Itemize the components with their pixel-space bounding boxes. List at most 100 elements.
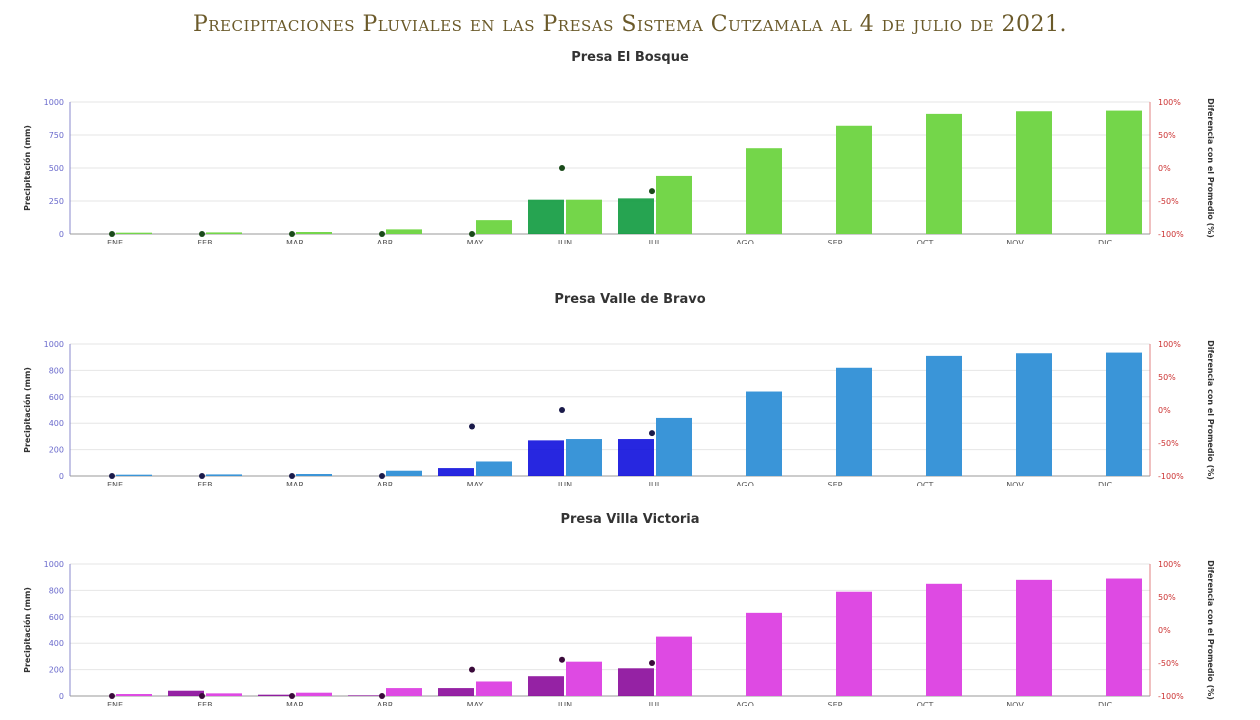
y2-tick-label: 50% xyxy=(1158,593,1176,602)
bar-average xyxy=(836,125,872,234)
bar-current xyxy=(438,468,474,476)
x-tick-label: OCT xyxy=(917,239,934,244)
diff-marker xyxy=(649,188,655,195)
bar-current xyxy=(438,688,474,696)
bar-average xyxy=(296,474,332,476)
diff-marker xyxy=(289,473,295,479)
x-tick-label: FEB xyxy=(197,239,212,244)
diff-marker xyxy=(109,231,115,237)
x-tick-label: ABR xyxy=(377,239,394,244)
x-tick-label: JUN xyxy=(557,239,572,244)
y2-tick-label: 50% xyxy=(1158,131,1176,140)
chart-panel: Presa Villa Victoria 0 200 400 600 800 1000 -10… xyxy=(0,512,1260,710)
legend xyxy=(0,74,1260,90)
x-tick-label: AGO xyxy=(736,701,754,706)
panel-title: Presa Villa Victoria xyxy=(560,512,700,527)
bar-average xyxy=(926,113,962,234)
y-tick-label: 1000 xyxy=(44,340,64,349)
diff-marker xyxy=(199,473,205,479)
plot-area: 0 250 500 750 1000 -100% -50% 0% 50% 100% Precipit… xyxy=(0,94,1260,248)
y-tick-label: 200 xyxy=(49,666,64,675)
x-tick-label: JUL xyxy=(648,481,662,486)
y-tick-label: 250 xyxy=(49,197,64,206)
chart-svg: 0 200 400 600 800 1000 -100% -50% 0% 50% 100% Preci… xyxy=(22,560,1215,710)
chart-svg: 0 200 400 600 800 1000 -100% -50% 0% 50% 100% Preci… xyxy=(22,340,1215,490)
panel-title: Presa Valle de Bravo xyxy=(554,292,706,307)
x-tick-label: NOV xyxy=(1006,481,1024,486)
diff-marker xyxy=(289,693,295,699)
bar-average xyxy=(836,591,872,696)
bar-average xyxy=(566,661,602,696)
y-tick-label: 400 xyxy=(49,639,64,648)
y-axis-label: Precipitación (mm) xyxy=(22,367,32,453)
y2-tick-label: -50% xyxy=(1158,197,1179,206)
x-tick-label: MAY xyxy=(467,481,484,486)
bar-average xyxy=(1016,353,1052,476)
diff-marker xyxy=(559,656,565,663)
bar-average xyxy=(836,367,872,476)
x-tick-label: FEB xyxy=(197,701,212,706)
y-tick-label: 500 xyxy=(49,164,64,173)
x-tick-label: OCT xyxy=(917,701,934,706)
y-tick-label: 800 xyxy=(49,586,64,595)
bar-average xyxy=(206,693,242,696)
bar-current xyxy=(168,690,204,696)
diff-marker xyxy=(469,231,475,237)
y2-tick-label: -100% xyxy=(1158,230,1184,239)
bar-average xyxy=(656,175,692,234)
bar-average xyxy=(386,470,422,476)
bar-average xyxy=(656,636,692,696)
bar-average xyxy=(386,229,422,234)
x-tick-label: MAR xyxy=(286,239,304,244)
x-tick-label: DIC xyxy=(1098,481,1113,486)
y-tick-label: 750 xyxy=(49,131,64,140)
y-tick-label: 200 xyxy=(49,446,64,455)
diff-marker xyxy=(649,660,655,666)
diff-marker xyxy=(469,666,475,673)
diff-marker xyxy=(289,231,295,237)
diff-marker xyxy=(469,423,475,430)
y2-tick-label: -100% xyxy=(1158,692,1184,701)
bar-current xyxy=(528,440,564,476)
y2-tick-label: 0% xyxy=(1158,626,1171,635)
diff-marker xyxy=(379,693,385,699)
bar-average xyxy=(926,355,962,476)
y2-tick-label: 50% xyxy=(1158,373,1176,382)
bar-average xyxy=(746,148,782,234)
diff-marker xyxy=(109,473,115,479)
bar-average xyxy=(476,681,512,696)
bar-average xyxy=(746,391,782,476)
y2-tick-label: 100% xyxy=(1158,340,1181,349)
bar-average xyxy=(116,232,152,234)
chart-panel: Presa Valle de Bravo 0 200 400 600 800 1000 -10… xyxy=(0,292,1260,490)
x-tick-label: AGO xyxy=(736,481,754,486)
bar-average xyxy=(116,474,152,476)
y-axis-label: Precipitación (mm) xyxy=(22,125,32,211)
x-tick-label: ABR xyxy=(377,481,394,486)
bar-average xyxy=(476,220,512,234)
x-tick-label: JUL xyxy=(648,239,662,244)
y-tick-label: 600 xyxy=(49,393,64,402)
y-tick-label: 0 xyxy=(59,472,64,481)
diff-marker xyxy=(199,693,205,699)
bar-current xyxy=(528,676,564,696)
chart-panel: Presa El Bosque 0 250 500 750 1000 -100% -50% 0%… xyxy=(0,50,1260,248)
bar-average xyxy=(1016,111,1052,234)
bar-average xyxy=(296,692,332,696)
x-tick-label: ABR xyxy=(377,701,394,706)
x-tick-label: JUN xyxy=(557,481,572,486)
y2-tick-label: 0% xyxy=(1158,406,1171,415)
y2-tick-label: 100% xyxy=(1158,98,1181,107)
diff-marker xyxy=(379,473,385,479)
y-tick-label: 800 xyxy=(49,366,64,375)
x-tick-label: DIC xyxy=(1098,701,1113,706)
diff-marker xyxy=(379,231,385,237)
legend xyxy=(0,536,1260,552)
x-tick-label: JUN xyxy=(557,701,572,706)
diff-marker xyxy=(199,231,205,237)
y2-axis-label: Diferencia con el Promedio (%) xyxy=(1206,98,1215,238)
x-tick-label: ENE xyxy=(107,481,123,486)
bar-current xyxy=(348,695,384,696)
x-tick-label: NOV xyxy=(1006,701,1024,706)
x-tick-label: NOV xyxy=(1006,239,1024,244)
